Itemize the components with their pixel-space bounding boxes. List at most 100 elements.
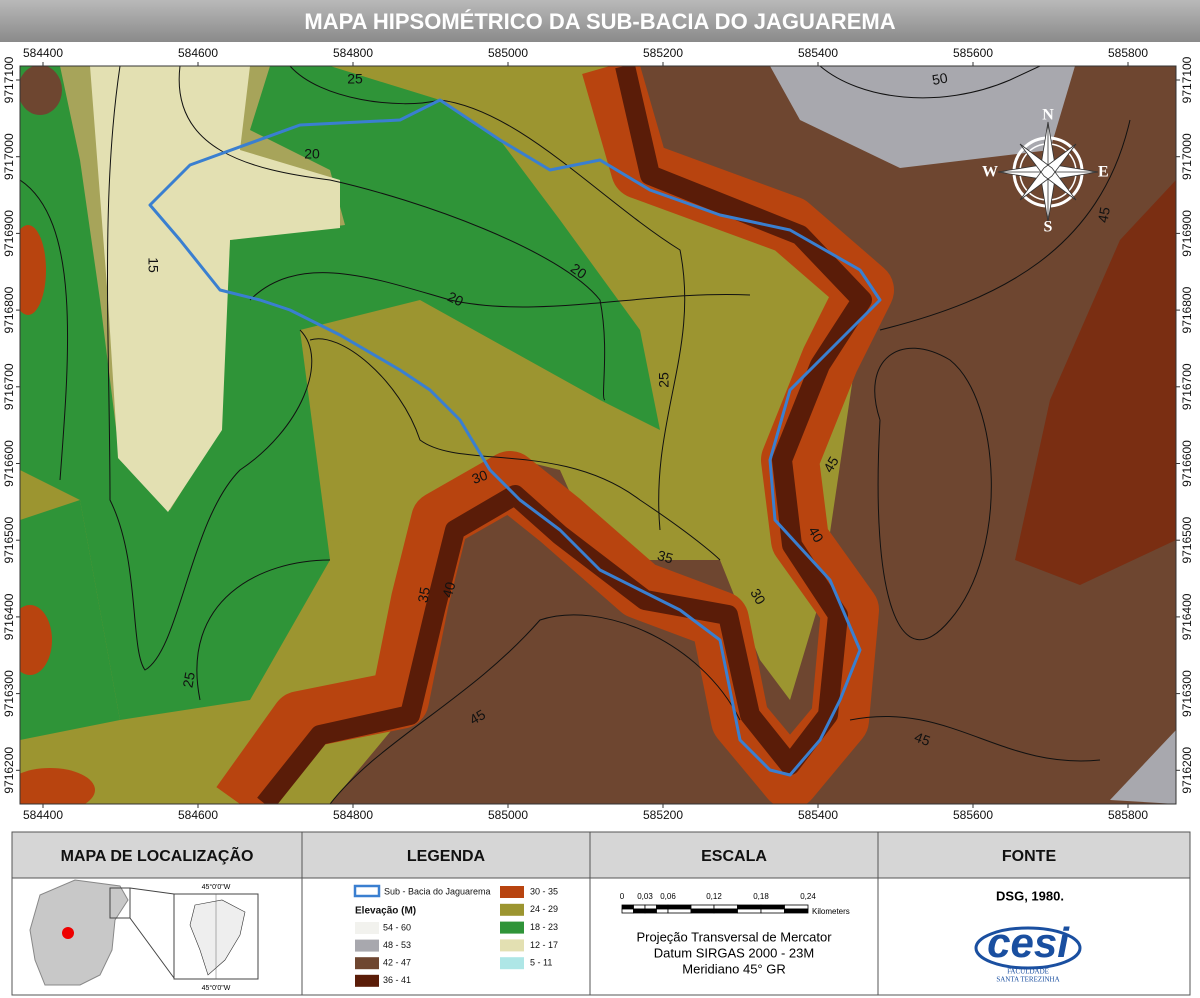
- y-coord-label: 9717100: [2, 56, 16, 103]
- x-coord-label: 585600: [953, 808, 993, 822]
- contour-label: 50: [931, 69, 949, 87]
- y-coord-label: 9716500: [2, 517, 16, 564]
- x-coord-label: 585400: [798, 46, 838, 60]
- contour-line: [329, 614, 741, 804]
- logo-ring: [974, 926, 1082, 970]
- legend-swatch: [500, 939, 524, 952]
- contour-line: [849, 715, 1101, 762]
- legend-label: 30 - 35: [530, 886, 558, 896]
- zone-30-35: [20, 605, 52, 675]
- contour-line: [20, 179, 69, 481]
- scale-segment: [760, 908, 785, 914]
- x-coord-label: 585800: [1108, 808, 1148, 822]
- y-coord-label: 9716200: [2, 747, 16, 794]
- contour-label: 45: [1094, 206, 1112, 224]
- x-coord-label: 585000: [488, 46, 528, 60]
- contour-label: 30: [470, 467, 490, 487]
- scale-segment: [784, 904, 809, 910]
- legend-swatch: [500, 903, 524, 916]
- source-text: DSG, 1980.: [996, 888, 1064, 903]
- contour-line: [819, 66, 1041, 99]
- logo: cesi: [987, 919, 1070, 966]
- x-coord-label: 585800: [1108, 46, 1148, 60]
- legend-label: 42 - 47: [383, 958, 411, 968]
- compass-star: [1019, 143, 1077, 201]
- legend-swatch: [500, 957, 524, 970]
- inset-link: [129, 917, 175, 979]
- inset-region: [189, 899, 246, 976]
- y-coord-label: 9716700: [2, 363, 16, 410]
- contour-line: [178, 66, 606, 401]
- scale-bar: 0 0,03 0,06 0,12 0,18 0,24 Kilometers: [620, 892, 850, 916]
- scale-segment: [633, 908, 646, 914]
- scale-segment: [667, 908, 692, 914]
- contour-label: 45: [912, 729, 932, 749]
- y-coord-label: 9716900: [1180, 210, 1194, 257]
- legend-swatch: [500, 921, 524, 934]
- legend-boundary-label: Sub - Bacia do Jaguarema: [384, 886, 491, 896]
- contour-line: [879, 119, 1131, 331]
- x-coord-label: 584800: [333, 808, 373, 822]
- zone-36-41: [257, 66, 872, 804]
- legend-elevation-title: Elevação (M): [355, 906, 416, 917]
- legend-label: 36 - 41: [383, 975, 411, 985]
- scale-label: 0,03: [637, 892, 653, 901]
- zone-12-17: [90, 66, 340, 512]
- x-coord-label: 585200: [643, 808, 683, 822]
- contour-line: [289, 66, 686, 531]
- scale-unit: Kilometers: [812, 907, 850, 916]
- x-coord-label: 584400: [23, 808, 63, 822]
- compass-s: S: [1044, 219, 1053, 236]
- contour-label: 25: [347, 71, 363, 87]
- y-coord-label: 9716700: [1180, 363, 1194, 410]
- logo-subtitle: FACULDADE: [1007, 968, 1049, 976]
- contour-label: 25: [179, 671, 197, 689]
- scale-segment: [667, 904, 692, 910]
- source-header: FONTE: [1002, 848, 1057, 865]
- y-coord-label: 9716200: [1180, 747, 1194, 794]
- y-coord-label: 9716800: [1180, 286, 1194, 333]
- projection-line: Datum SIRGAS 2000 - 23M: [654, 945, 814, 960]
- contour-label: 35: [414, 586, 432, 604]
- contour-label: 40: [439, 580, 459, 599]
- y-coord-label: 9716600: [1180, 440, 1194, 487]
- coordinates: 584400 584400 584600 584600 584800 584800 5850…: [2, 46, 1194, 822]
- legend-swatch: [355, 957, 379, 970]
- contour-label: 35: [656, 547, 675, 567]
- zone-48-53: [770, 66, 1075, 168]
- legend-boundary-swatch: [353, 884, 381, 898]
- y-coord-label: 9717000: [2, 133, 16, 180]
- legend-header: LEGENDA: [407, 848, 486, 865]
- legend-swatch: [355, 974, 379, 987]
- x-coord-label: 584800: [333, 46, 373, 60]
- state-outline: [29, 879, 129, 986]
- scale-segment: [760, 904, 785, 910]
- x-coord-label: 585600: [953, 46, 993, 60]
- compass: N S E W: [982, 107, 1109, 236]
- meridian-label: 45°0'0"W: [202, 883, 231, 891]
- scale-segment: [621, 904, 634, 910]
- zone-36-41: [1015, 180, 1176, 585]
- legend-swatch: [500, 886, 524, 898]
- scale-label: 0,24: [800, 892, 816, 901]
- contour-line: [196, 559, 331, 701]
- scale-segment: [690, 908, 715, 914]
- scale-segment: [713, 908, 738, 914]
- contour-label: 30: [747, 586, 769, 608]
- scale-segment: [621, 908, 634, 914]
- legend-label: 18 - 23: [530, 922, 558, 932]
- y-coord-label: 9716800: [2, 286, 16, 333]
- scale-segment: [737, 904, 762, 910]
- inset-link: [129, 887, 175, 895]
- legend-label: 54 - 60: [383, 922, 411, 932]
- legend-classes: 54 - 60 48 - 53 42 - 47 36 - 41 30 - 35 24 - …: [355, 886, 558, 987]
- zone-48-53: [1110, 730, 1176, 804]
- y-coord-label: 9717100: [1180, 56, 1194, 103]
- scale-segment: [737, 908, 762, 914]
- y-coord-label: 9716300: [2, 670, 16, 717]
- scale-segment: [644, 904, 657, 910]
- y-coord-label: 9716400: [1180, 593, 1194, 640]
- x-coord-label: 584600: [178, 808, 218, 822]
